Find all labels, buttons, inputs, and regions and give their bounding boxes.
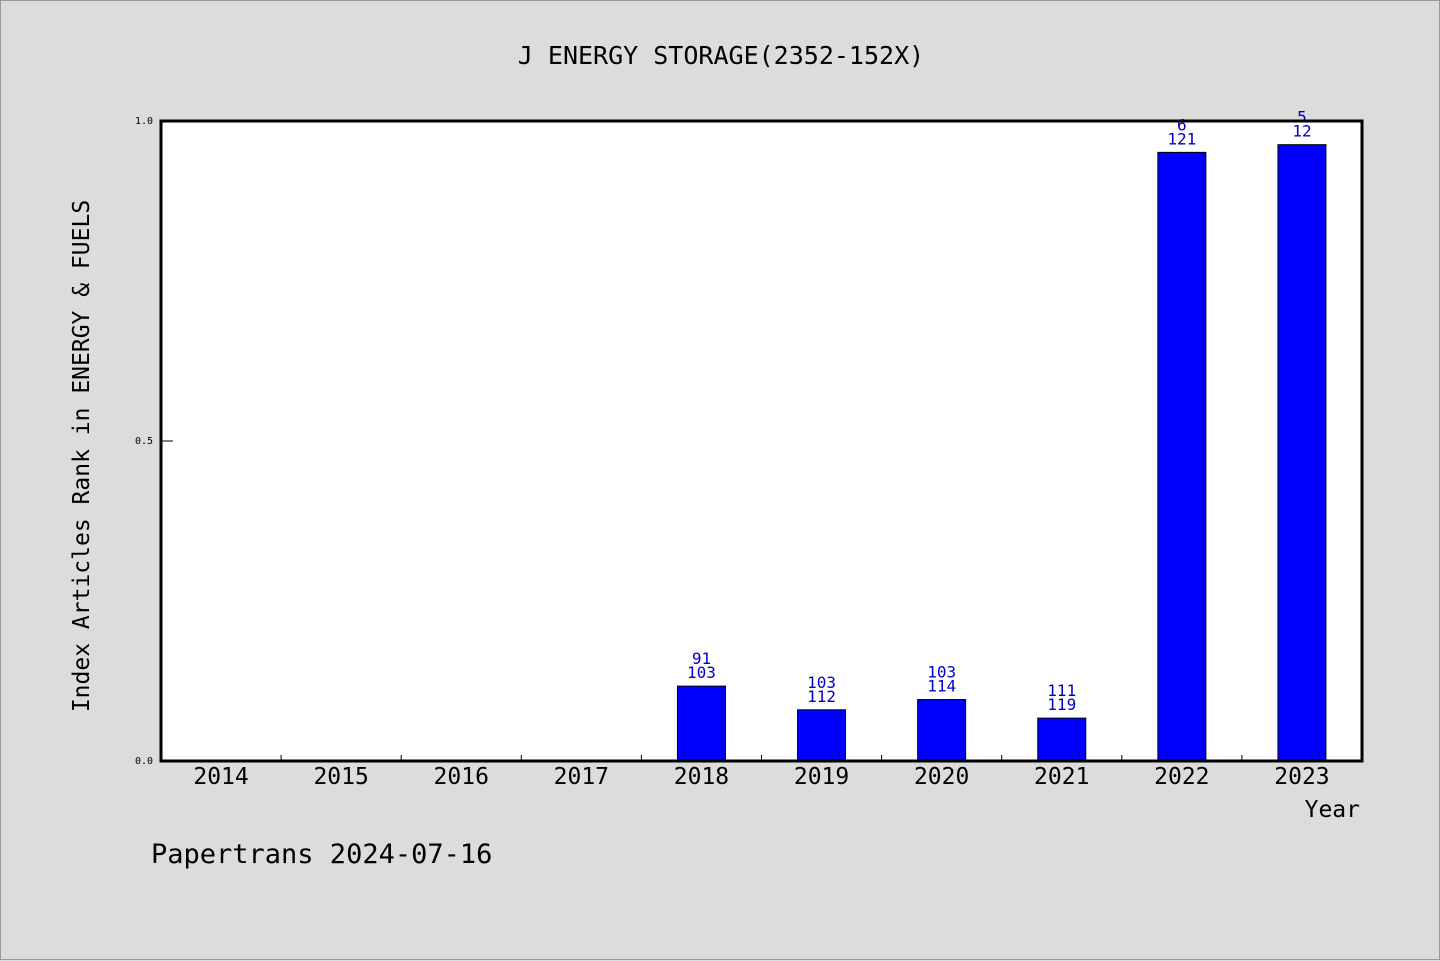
bar-label-2020-top: 103 [927, 663, 956, 682]
y-tick-label-0.0: 0.0 [135, 756, 153, 767]
y-axis-label: Index Articles Rank in ENERGY & FUELS [69, 200, 95, 712]
bar-label-2022-top: 6 [1177, 115, 1187, 134]
x-tick-label-2022: 2022 [1154, 764, 1209, 790]
bar-label-2023-bottom: 12 [1292, 122, 1311, 141]
x-tick-label-2019: 2019 [794, 764, 849, 790]
bar-label-2021-bottom: 119 [1047, 695, 1076, 714]
plot-border [159, 119, 1364, 763]
bar-label-2018-bottom: 103 [687, 663, 716, 682]
bar-label-2021-top: 111 [1047, 681, 1076, 700]
bar-label-2023-top: 5 [1297, 108, 1307, 127]
y-tick-label-0.5: 0.5 [135, 436, 153, 447]
bar-label-2018-top: 91 [692, 649, 711, 668]
x-tick-label-2023: 2023 [1274, 764, 1329, 790]
bar-2023 [1277, 144, 1327, 762]
y-tick-label-1.0: 1.0 [135, 116, 153, 127]
bar-2022 [1157, 151, 1207, 762]
bar-2021 [1037, 717, 1087, 762]
x-tick-label-2016: 2016 [434, 764, 489, 790]
x-tick-label-2014: 2014 [193, 764, 248, 790]
chart-title: J ENERGY STORAGE(2352-152X) [518, 41, 924, 70]
bar-label-2019-bottom: 112 [807, 687, 836, 706]
bar-label-2022-bottom: 121 [1167, 129, 1196, 148]
x-tick-label-2015: 2015 [313, 764, 368, 790]
bars-layer [676, 144, 1327, 762]
footer-credit: Papertrans 2024-07-16 [151, 839, 492, 870]
x-tick-label-2021: 2021 [1034, 764, 1089, 790]
x-tick-label-2020: 2020 [914, 764, 969, 790]
x-ticks-layer: 2014 2015 2016 2017 2018 2019 2020 2021 2022 2023 [193, 755, 1330, 790]
bar-2018 [676, 685, 726, 762]
bar-2020 [917, 699, 967, 762]
x-tick-label-2017: 2017 [554, 764, 609, 790]
x-tick-label-2018: 2018 [674, 764, 729, 790]
x-axis-label: Year [1305, 797, 1360, 823]
bar-label-2019-top: 103 [807, 673, 836, 692]
bar-2019 [797, 709, 847, 762]
bar-label-2020-bottom: 114 [927, 677, 956, 696]
